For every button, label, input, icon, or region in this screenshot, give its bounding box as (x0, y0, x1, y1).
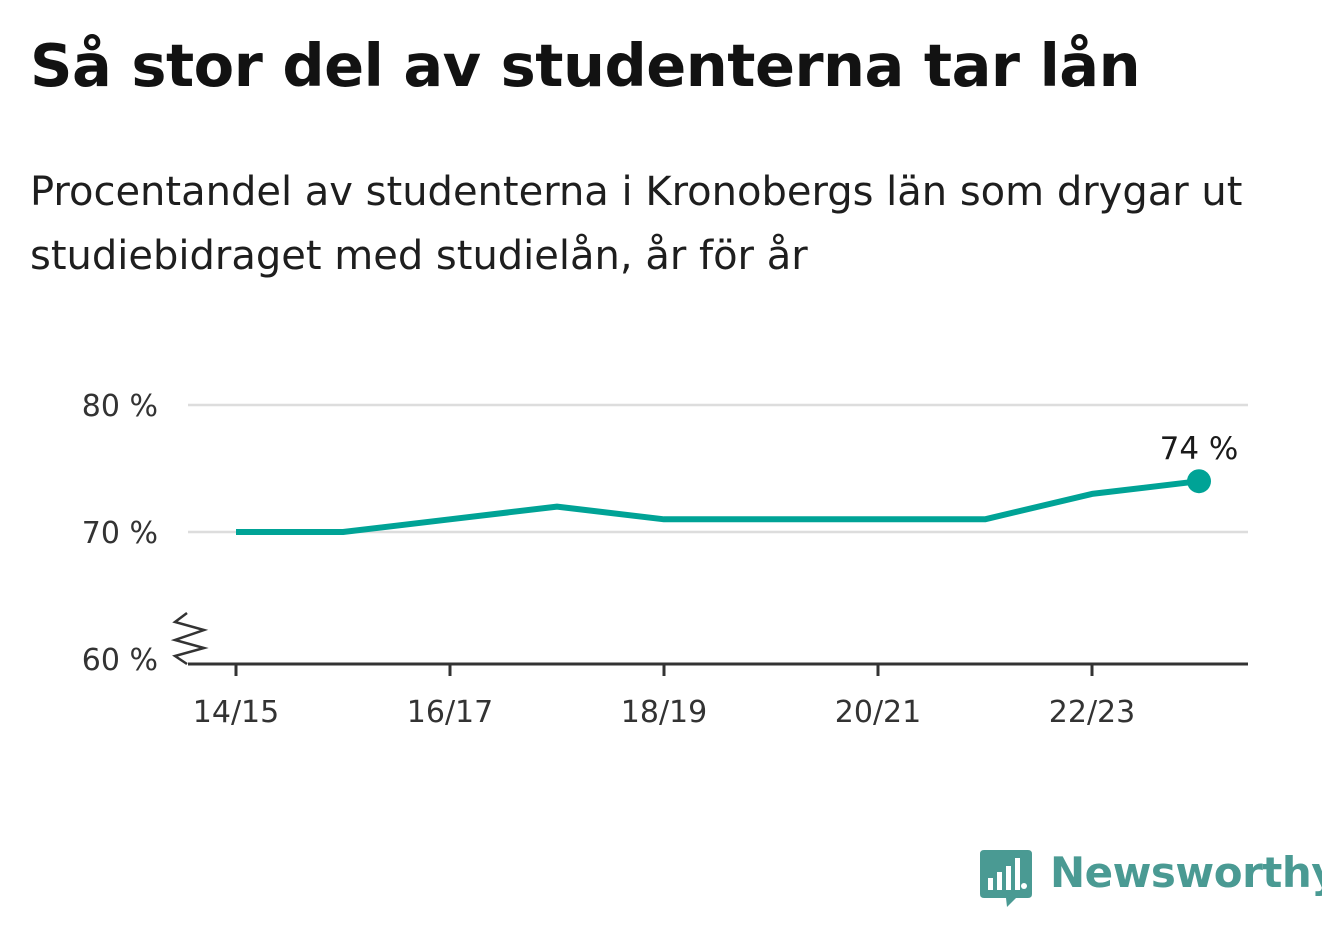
chart-title: Så stor del av studenterna tar lån (30, 31, 1141, 100)
end-point-marker (1187, 469, 1211, 494)
line-chart: 60 % 70 % 80 % 14/15 16/17 18/19 20/21 22/23 74 … (82, 389, 1248, 730)
y-tick-label: 70 % (82, 516, 158, 551)
x-tick-label: 16/17 (407, 695, 493, 730)
y-axis-break-icon (170, 612, 209, 666)
y-tick-label: 80 % (82, 389, 158, 424)
series-line (236, 478, 1200, 535)
bar-chart-speech-bubble-icon (980, 850, 1032, 907)
x-tick-label: 22/23 (1049, 695, 1135, 730)
y-tick-label: 60 % (82, 643, 158, 678)
x-tick-label: 18/19 (621, 695, 707, 730)
brand-name: Newsworthy (1050, 848, 1322, 897)
chart-subtitle: Procentandel av studenterna i Kronobergs… (30, 169, 1243, 279)
end-value-label: 74 % (1160, 431, 1239, 467)
newsworthy-logo: Newsworthy (980, 848, 1322, 910)
x-tick-label: 14/15 (193, 695, 279, 730)
x-tick-label: 20/21 (835, 695, 921, 730)
